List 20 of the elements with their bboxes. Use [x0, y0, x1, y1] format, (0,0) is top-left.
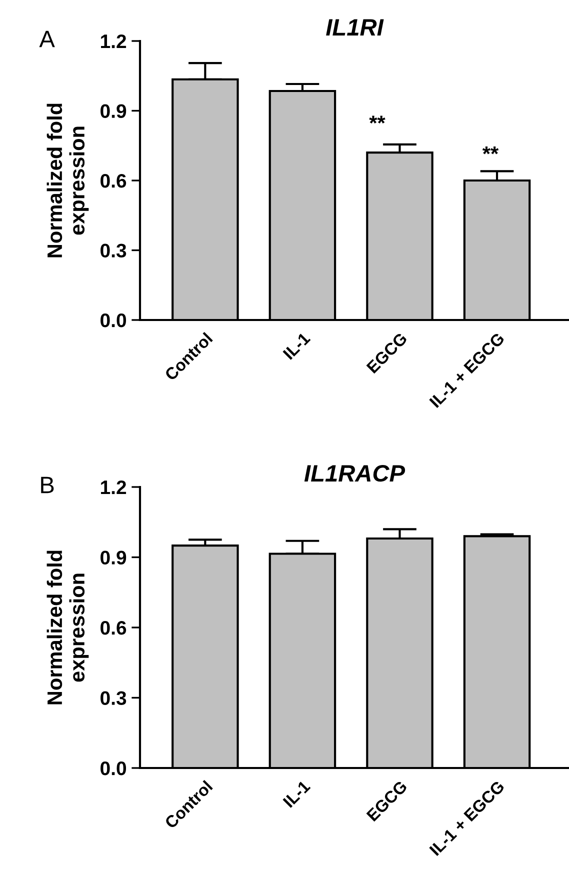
- text: A: [39, 30, 55, 48]
- y-tick-label: 0.3: [100, 691, 126, 706]
- annotation: **: [369, 116, 386, 124]
- y-tick-label: 0.9: [100, 104, 126, 118]
- y-tick-label: 0.6: [100, 620, 126, 635]
- annotation: **: [482, 146, 499, 154]
- y-tick-label: 1.2: [101, 480, 126, 494]
- y-tick-label: 0.6: [100, 174, 126, 188]
- y-tick-label: 1.2: [101, 34, 126, 48]
- y-axis-title: Normalized fold expression: [46, 104, 89, 258]
- y-axis-title: Normalized fold expression: [46, 550, 89, 704]
- chart-title: IL1RI: [326, 19, 384, 36]
- y-tick-label: 0.3: [100, 244, 126, 258]
- y-tick-label: 0.9: [100, 550, 126, 564]
- y-tick-label: 0.0: [100, 313, 126, 328]
- text: B: [41, 476, 54, 494]
- x-tick-label: IL-1: [282, 332, 311, 360]
- x-tick-label: IL-1: [282, 780, 311, 808]
- y-tick-label: 0.0: [100, 761, 126, 776]
- chart-title: IL1RACP: [304, 464, 406, 482]
